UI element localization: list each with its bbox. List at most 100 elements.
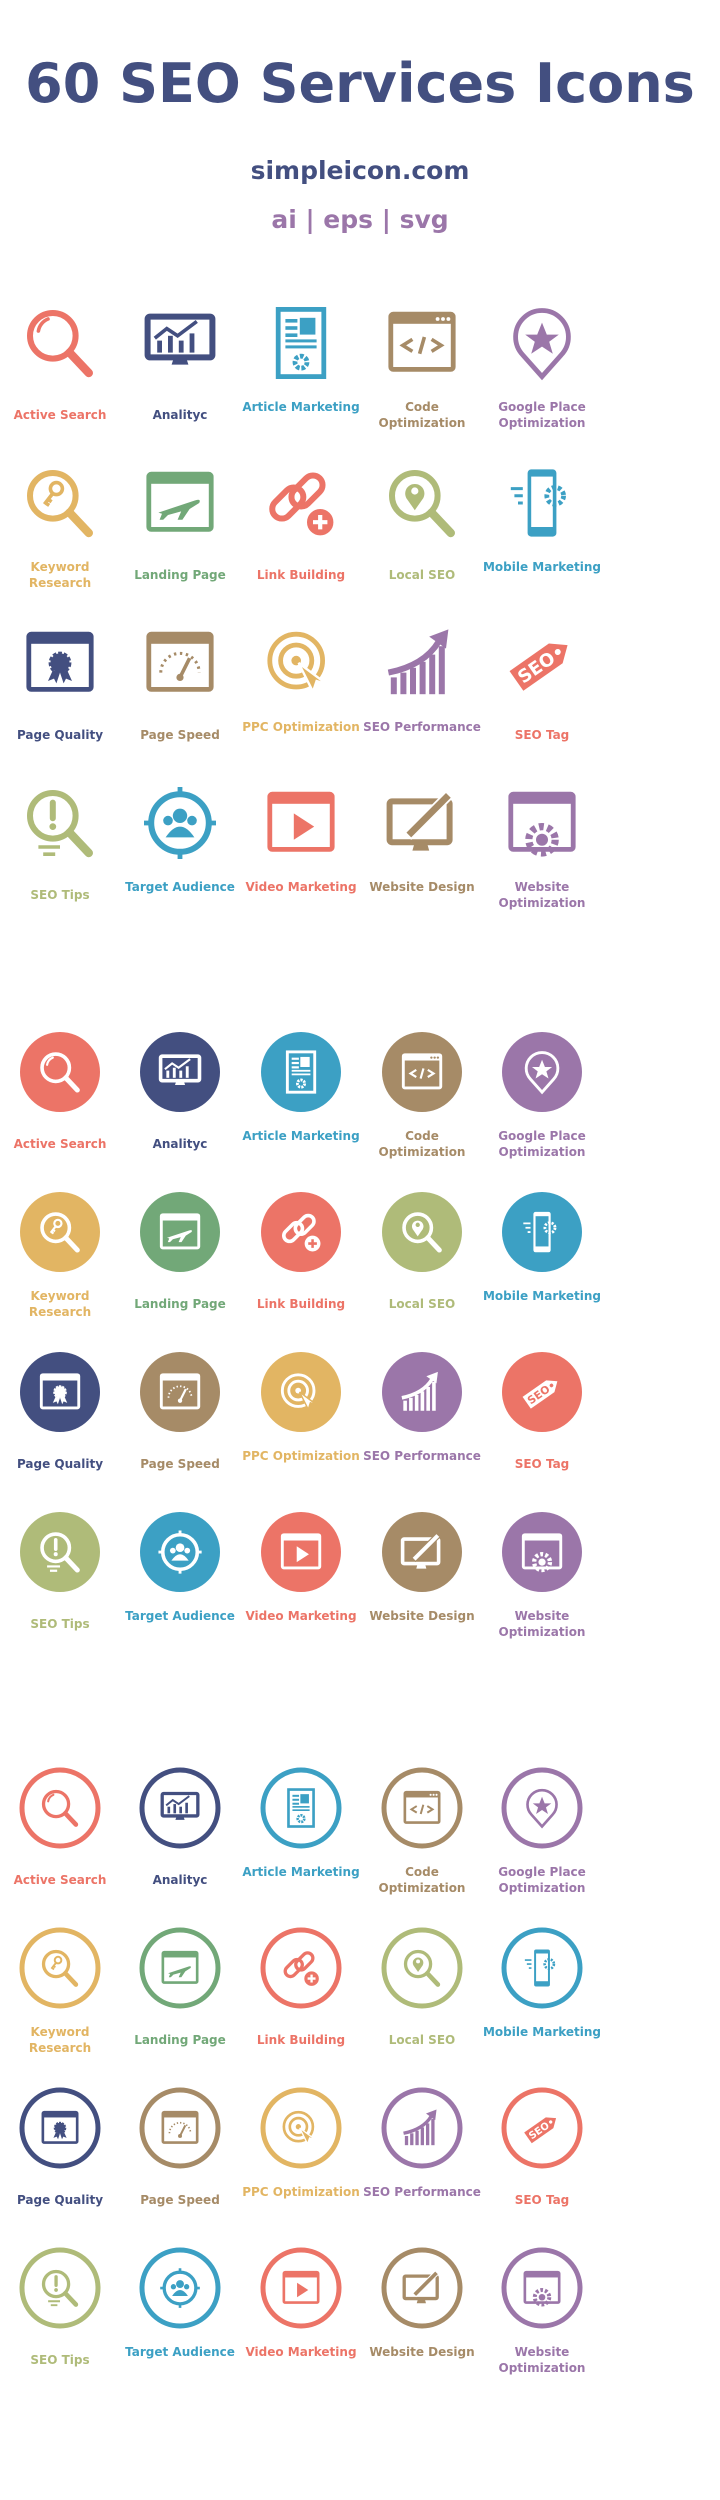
link-icon (260, 1927, 342, 2009)
icon-label: Page Speed (140, 2193, 220, 2207)
icon-tile-filled-circle[interactable]: Website Optimization (482, 1510, 602, 1639)
icon-tile-flat[interactable]: Link Building (241, 461, 361, 582)
icon-tile-filled-circle[interactable]: Code Optimization (362, 1030, 482, 1159)
icon-label: SEO Performance (363, 720, 481, 734)
icon-tile-flat[interactable]: Page Quality (0, 621, 120, 742)
icon-tile-flat[interactable]: SEO SEO Tag (482, 621, 602, 742)
icon-tile-filled-circle[interactable]: Page Speed (120, 1350, 240, 1471)
icon-tile-flat[interactable]: SEO Performance (362, 621, 482, 734)
code-icon (382, 1032, 462, 1112)
icon-tile-outlined-circle[interactable]: Page Quality (0, 2086, 120, 2207)
analytics-monitor-icon (144, 313, 216, 365)
icon-label: Mobile Marketing (482, 1289, 602, 1303)
icon-tile-flat[interactable]: Website Optimization (482, 781, 602, 910)
icon-tile-outlined-circle[interactable]: Code Optimization (362, 1766, 482, 1895)
icon-tile-flat[interactable]: Mobile Marketing (482, 461, 602, 574)
icon-label: Article Marketing (242, 400, 360, 414)
icon-tile-filled-circle[interactable]: SEO SEO Tag (482, 1350, 602, 1471)
icon-tile-flat[interactable]: Code Optimization (362, 301, 482, 430)
icon-label: Link Building (256, 568, 346, 582)
icon-tile-outlined-circle[interactable]: Link Building (241, 1926, 361, 2047)
icon-tile-flat[interactable]: SEO Tips (0, 781, 120, 902)
icon-tile-filled-circle[interactable]: Active Search (0, 1030, 120, 1151)
icon-tile-outlined-circle[interactable]: Active Search (0, 1766, 120, 1887)
page-quality-icon (26, 631, 94, 692)
icon-tile-outlined-circle[interactable]: Analityc (120, 1766, 240, 1887)
icon-label: Local SEO (388, 568, 456, 582)
icon-tile-outlined-circle[interactable]: SEO Tips (0, 2246, 120, 2367)
icon-tile-filled-circle[interactable]: Link Building (241, 1190, 361, 1311)
icon-tile-flat[interactable]: Landing Page (120, 461, 240, 582)
icon-tile-outlined-circle[interactable]: Local SEO (362, 1926, 482, 2047)
local-search-icon (381, 1927, 463, 2009)
icon-tile-filled-circle[interactable]: Target Audience (120, 1510, 240, 1623)
website-design-icon (381, 2247, 463, 2329)
landing-page-icon (146, 471, 214, 532)
seo-tag-icon: SEO (502, 1352, 582, 1432)
icon-label: Analityc (152, 1137, 208, 1151)
icon-label: Mobile Marketing (482, 2025, 602, 2039)
code-icon (388, 311, 456, 372)
icon-label: Google Place Optimization (498, 1865, 586, 1895)
icon-label: SEO Tag (514, 2193, 570, 2207)
icon-label: Page Speed (140, 1457, 220, 1471)
article-icon (260, 1767, 342, 1849)
place-pin-icon (513, 308, 571, 381)
icon-tile-flat[interactable]: Page Speed (120, 621, 240, 742)
icon-tile-flat[interactable]: Analityc (120, 301, 240, 422)
icon-tile-flat[interactable]: Website Design (362, 781, 482, 894)
icon-tile-filled-circle[interactable]: Google Place Optimization (482, 1030, 602, 1159)
icon-label: Target Audience (125, 880, 235, 894)
icon-tile-filled-circle[interactable]: PPC Optimization (241, 1350, 361, 1463)
icon-label: Analityc (152, 1873, 208, 1887)
icon-tile-outlined-circle[interactable]: Mobile Marketing (482, 1926, 602, 2039)
icon-tile-filled-circle[interactable]: Keyword Research (0, 1190, 120, 1319)
icon-tile-outlined-circle[interactable]: Article Marketing (241, 1766, 361, 1879)
landing-page-icon (139, 1927, 221, 2009)
icon-tile-flat[interactable]: Keyword Research (0, 461, 120, 590)
local-search-icon (389, 470, 456, 538)
target-audience-icon (140, 1512, 220, 1592)
page-quality-icon (20, 1352, 100, 1432)
icon-tile-filled-circle[interactable]: Local SEO (362, 1190, 482, 1311)
icon-tile-outlined-circle[interactable]: Landing Page (120, 1926, 240, 2047)
icon-tile-flat[interactable]: PPC Optimization (241, 621, 361, 734)
icon-label: Website Optimization (498, 880, 586, 910)
target-audience-icon (139, 2247, 221, 2329)
icon-tile-outlined-circle[interactable]: PPC Optimization (241, 2086, 361, 2199)
icon-label: Article Marketing (242, 1129, 360, 1143)
icon-tile-filled-circle[interactable]: Landing Page (120, 1190, 240, 1311)
icon-tile-filled-circle[interactable]: SEO Tips (0, 1510, 120, 1631)
icon-tile-flat[interactable]: Video Marketing (241, 781, 361, 894)
icon-tile-outlined-circle[interactable]: Keyword Research (0, 1926, 120, 2055)
icon-tile-filled-circle[interactable]: Article Marketing (241, 1030, 361, 1143)
page-speed-icon (139, 2087, 221, 2169)
icon-tile-flat[interactable]: Google Place Optimization (482, 301, 602, 430)
icon-tile-filled-circle[interactable]: Website Design (362, 1510, 482, 1623)
icon-tile-filled-circle[interactable]: Analityc (120, 1030, 240, 1151)
icon-label: SEO Tips (30, 888, 90, 902)
icon-tile-outlined-circle[interactable]: SEO SEO Tag (482, 2086, 602, 2207)
icon-tile-filled-circle[interactable]: Mobile Marketing (482, 1190, 602, 1303)
link-icon (269, 472, 336, 538)
icon-tile-flat[interactable]: Article Marketing (241, 301, 361, 414)
icon-tile-outlined-circle[interactable]: Page Speed (120, 2086, 240, 2207)
icon-tile-outlined-circle[interactable]: Video Marketing (241, 2246, 361, 2359)
icon-tile-filled-circle[interactable]: SEO Performance (362, 1350, 482, 1463)
icon-tile-outlined-circle[interactable]: Website Optimization (482, 2246, 602, 2375)
page-speed-icon (146, 631, 214, 692)
icon-tile-filled-circle[interactable]: Page Quality (0, 1350, 120, 1471)
icon-tile-flat[interactable]: Local SEO (362, 461, 482, 582)
keyword-search-icon (19, 1927, 101, 2009)
icon-tile-flat[interactable]: Active Search (0, 301, 120, 422)
icon-tile-filled-circle[interactable]: Video Marketing (241, 1510, 361, 1623)
mobile-icon (510, 469, 567, 537)
icon-tile-outlined-circle[interactable]: SEO Performance (362, 2086, 482, 2199)
icon-tile-flat[interactable]: Target Audience (120, 781, 240, 894)
search-icon (27, 310, 94, 378)
icon-label: SEO Tips (30, 2353, 90, 2367)
icon-tile-outlined-circle[interactable]: Website Design (362, 2246, 482, 2359)
icon-tile-outlined-circle[interactable]: Target Audience (120, 2246, 240, 2359)
icon-tile-outlined-circle[interactable]: Google Place Optimization (482, 1766, 602, 1895)
icon-label: Google Place Optimization (498, 400, 586, 430)
